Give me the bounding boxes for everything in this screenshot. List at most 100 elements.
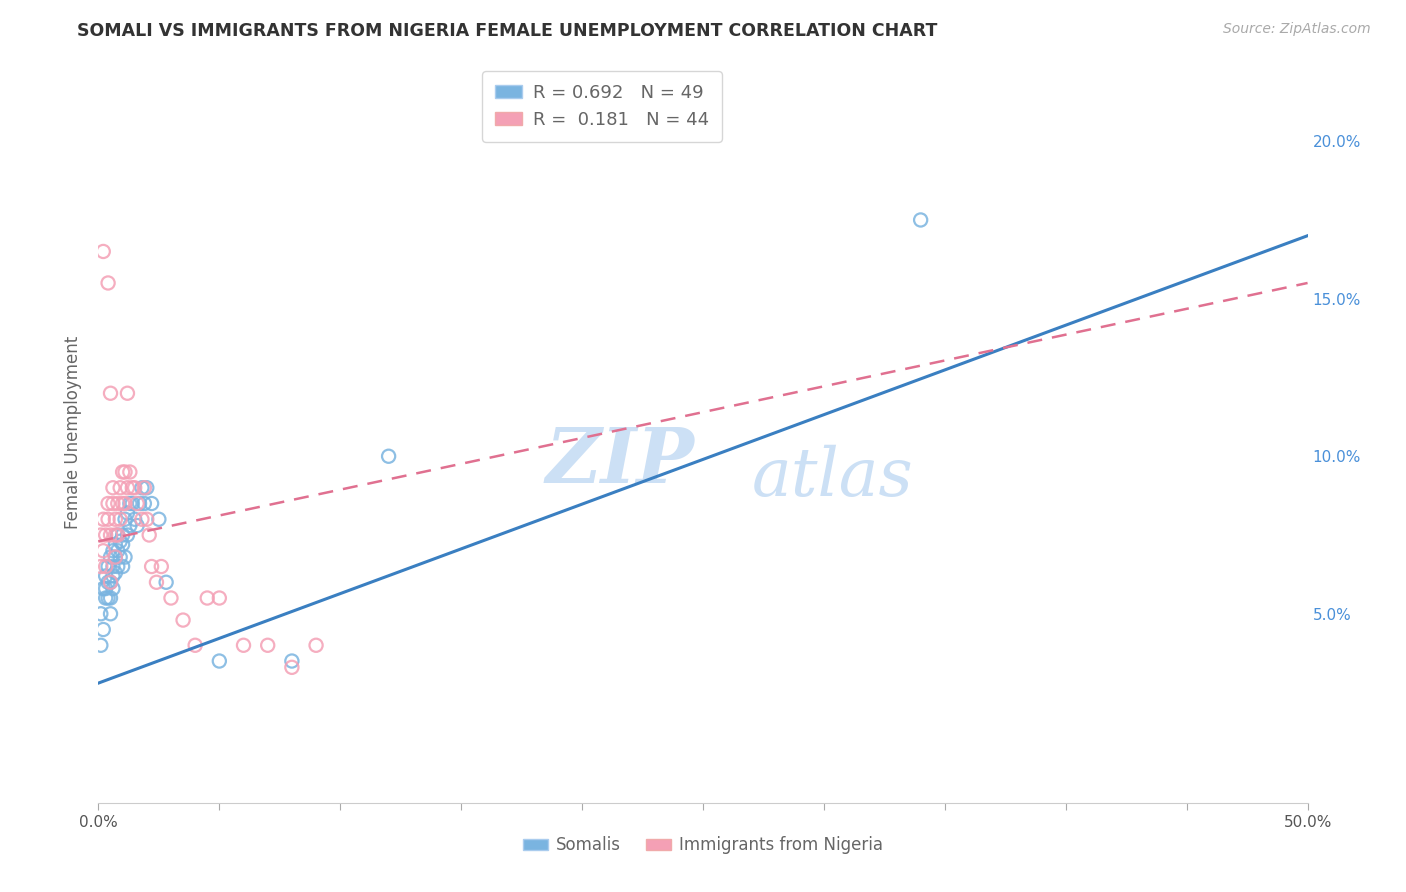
Point xyxy=(117,386,139,401)
Point xyxy=(150,559,173,574)
Point xyxy=(232,638,254,652)
Point xyxy=(111,559,134,574)
Point xyxy=(107,528,129,542)
Point xyxy=(94,569,117,583)
Point xyxy=(121,481,143,495)
Point xyxy=(127,496,149,510)
Point xyxy=(101,496,124,510)
Point xyxy=(107,496,129,510)
Point xyxy=(90,607,112,621)
Point xyxy=(90,528,112,542)
Point xyxy=(131,512,153,526)
Point xyxy=(91,244,114,259)
Point xyxy=(94,582,117,596)
Point xyxy=(124,481,146,495)
Text: Source: ZipAtlas.com: Source: ZipAtlas.com xyxy=(1223,22,1371,37)
Point xyxy=(111,528,134,542)
Point xyxy=(108,534,131,549)
Point xyxy=(90,559,112,574)
Point xyxy=(94,528,117,542)
Point xyxy=(107,543,129,558)
Point xyxy=(131,481,153,495)
Point xyxy=(111,465,134,479)
Point xyxy=(114,496,136,510)
Point xyxy=(281,660,304,674)
Point xyxy=(94,591,117,605)
Point xyxy=(160,591,183,605)
Point xyxy=(108,550,131,565)
Point xyxy=(148,512,170,526)
Point xyxy=(141,496,163,510)
Point xyxy=(111,537,134,551)
Point xyxy=(101,559,124,574)
Point xyxy=(104,550,127,565)
Point xyxy=(121,496,143,510)
Point xyxy=(97,512,120,526)
Point xyxy=(305,638,328,652)
Point xyxy=(124,512,146,526)
Point xyxy=(117,481,139,495)
Point xyxy=(104,537,127,551)
Point xyxy=(128,496,150,510)
Legend: Somalis, Immigrants from Nigeria: Somalis, Immigrants from Nigeria xyxy=(516,830,890,861)
Point xyxy=(172,613,194,627)
Point xyxy=(135,512,157,526)
Point xyxy=(100,607,122,621)
Point xyxy=(114,512,136,526)
Point xyxy=(134,496,156,510)
Point xyxy=(91,623,114,637)
Point xyxy=(91,512,114,526)
Text: SOMALI VS IMMIGRANTS FROM NIGERIA FEMALE UNEMPLOYMENT CORRELATION CHART: SOMALI VS IMMIGRANTS FROM NIGERIA FEMALE… xyxy=(77,22,938,40)
Point xyxy=(97,276,120,290)
Point xyxy=(101,481,124,495)
Point xyxy=(184,638,207,652)
Y-axis label: Female Unemployment: Female Unemployment xyxy=(63,336,82,529)
Point xyxy=(256,638,278,652)
Point xyxy=(155,575,177,590)
Point xyxy=(97,591,120,605)
Point xyxy=(195,591,218,605)
Point xyxy=(101,543,124,558)
Point xyxy=(104,512,127,526)
Point xyxy=(208,654,231,668)
Point xyxy=(208,591,231,605)
Point xyxy=(111,496,134,510)
Point xyxy=(101,582,124,596)
Point xyxy=(100,528,122,542)
Point xyxy=(100,575,122,590)
Point xyxy=(114,550,136,565)
Point xyxy=(910,213,932,227)
Point xyxy=(117,528,139,542)
Point xyxy=(107,528,129,542)
Point xyxy=(377,449,399,463)
Point xyxy=(117,506,139,520)
Point xyxy=(94,559,117,574)
Point xyxy=(118,518,141,533)
Point xyxy=(100,591,122,605)
Point xyxy=(141,559,163,574)
Point xyxy=(90,638,112,652)
Point xyxy=(138,528,160,542)
Point xyxy=(107,559,129,574)
Point xyxy=(108,481,131,495)
Point xyxy=(145,575,167,590)
Point xyxy=(100,550,122,565)
Point xyxy=(104,550,127,565)
Point xyxy=(114,465,136,479)
Point xyxy=(100,575,122,590)
Point xyxy=(100,386,122,401)
Point xyxy=(97,575,120,590)
Point xyxy=(135,481,157,495)
Point xyxy=(134,481,156,495)
Point xyxy=(101,569,124,583)
Point xyxy=(104,566,127,580)
Point xyxy=(118,496,141,510)
Point xyxy=(118,465,141,479)
Point xyxy=(281,654,304,668)
Text: ZIP: ZIP xyxy=(546,425,695,500)
Text: atlas: atlas xyxy=(751,444,912,509)
Point xyxy=(97,559,120,574)
Point xyxy=(127,518,149,533)
Point xyxy=(97,496,120,510)
Point xyxy=(91,582,114,596)
